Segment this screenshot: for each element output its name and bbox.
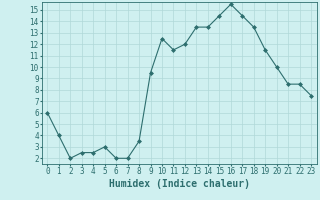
X-axis label: Humidex (Indice chaleur): Humidex (Indice chaleur) — [109, 179, 250, 189]
